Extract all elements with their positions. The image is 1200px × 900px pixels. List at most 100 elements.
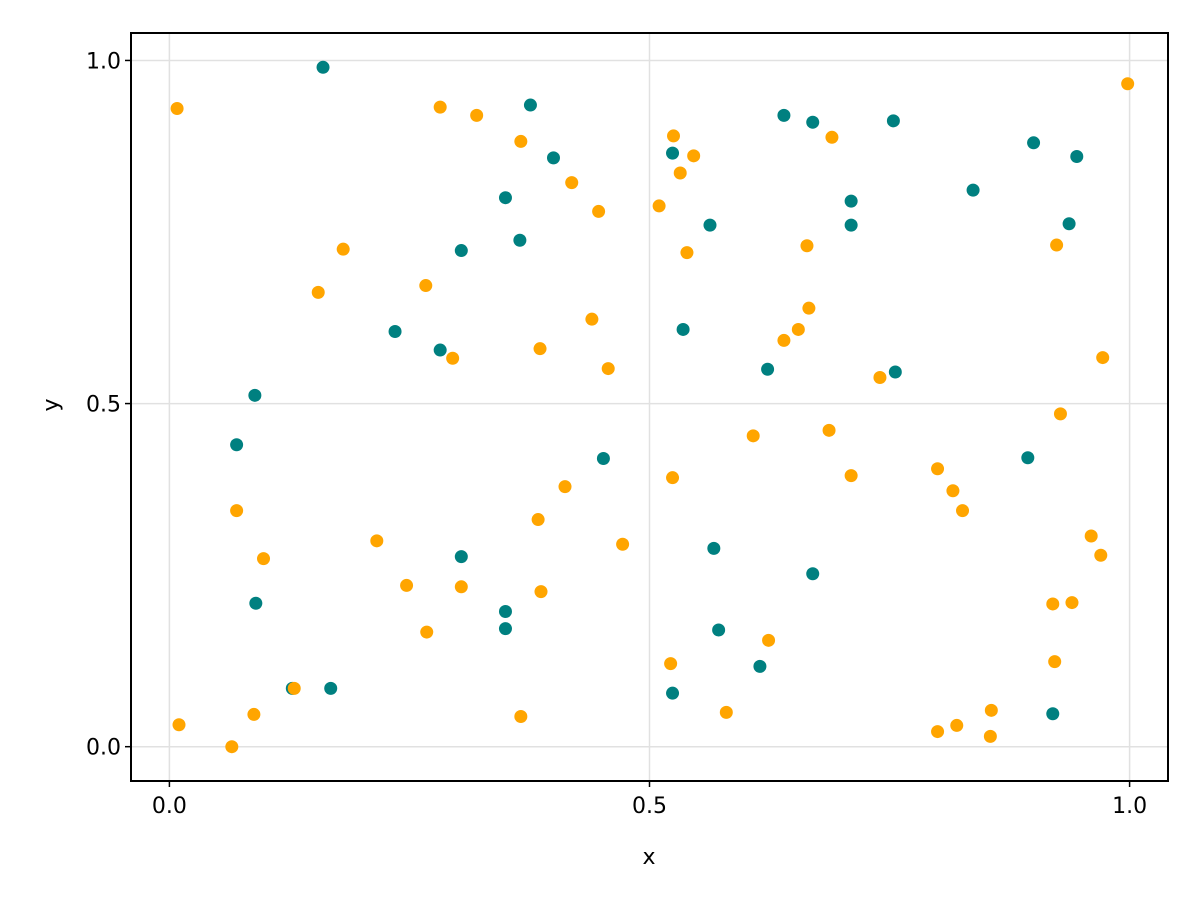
scatter-point <box>667 129 681 143</box>
scatter-point <box>666 686 680 700</box>
scatter-point <box>746 429 760 443</box>
scatter-point <box>498 622 512 636</box>
x-tick-label: 1.0 <box>1112 794 1147 819</box>
scatter-point <box>1050 238 1064 252</box>
scatter-point <box>498 191 512 205</box>
scatter-point <box>172 718 186 732</box>
scatter-point <box>388 325 402 339</box>
scatter-point <box>454 244 468 258</box>
x-tick-label: 0.0 <box>152 794 187 819</box>
scatter-point <box>230 504 244 518</box>
scatter-point <box>806 567 820 581</box>
scatter-point <box>1065 596 1079 610</box>
scatter-point <box>791 322 805 336</box>
scatter-point <box>888 365 902 379</box>
scatter-point <box>248 388 262 402</box>
x-axis-label: x <box>642 845 655 870</box>
scatter-point <box>420 625 434 639</box>
scatter-point <box>336 242 350 256</box>
scatter-point <box>666 146 680 160</box>
scatter-point <box>1053 407 1067 421</box>
scatter-point <box>712 623 726 637</box>
scatter-point <box>446 351 460 365</box>
scatter-point <box>311 285 325 299</box>
y-tick-label: 0.0 <box>86 736 121 761</box>
scatter-point <box>652 199 666 213</box>
scatter-point <box>531 513 545 527</box>
scatter-point <box>454 550 468 564</box>
scatter-point <box>1027 136 1041 150</box>
scatter-point <box>753 659 767 673</box>
scatter-point <box>225 740 239 754</box>
scatter-point <box>287 681 301 695</box>
scatter-point <box>802 301 816 315</box>
scatter-point <box>534 585 548 599</box>
scatter-point <box>419 279 433 293</box>
scatter-point <box>873 370 887 384</box>
x-tick-label: 0.5 <box>632 794 667 819</box>
scatter-point <box>844 469 858 483</box>
scatter-point <box>558 480 572 494</box>
scatter-point <box>249 596 263 610</box>
y-tick-label: 1.0 <box>86 49 121 74</box>
scatter-point <box>1096 351 1110 365</box>
scatter-point <box>719 705 733 719</box>
scatter-point <box>1094 548 1108 562</box>
scatter-point <box>513 233 527 247</box>
grid-lines <box>131 33 1168 781</box>
scatter-point <box>676 322 690 336</box>
scatter-point <box>470 108 484 122</box>
scatter-point <box>498 604 512 618</box>
scatter-point <box>247 707 261 721</box>
scatter-point <box>777 108 791 122</box>
scatter-point <box>777 333 791 347</box>
scatter-point <box>950 718 964 732</box>
scatter-point <box>761 362 775 376</box>
scatter-point <box>370 534 384 548</box>
y-tick-label: 0.5 <box>86 393 121 418</box>
scatter-point <box>433 343 447 357</box>
data-points <box>170 60 1135 754</box>
scatter-point <box>984 703 998 717</box>
scatter-point <box>844 194 858 208</box>
scatter-point <box>822 423 836 437</box>
scatter-point <box>886 114 900 128</box>
scatter-point <box>680 246 694 260</box>
scatter-point <box>514 134 528 148</box>
scatter-point <box>762 633 776 647</box>
scatter-point <box>931 725 945 739</box>
scatter-point <box>1062 217 1076 231</box>
scatter-point <box>1046 707 1060 721</box>
scatter-point <box>565 176 579 190</box>
scatter-point <box>666 471 680 485</box>
scatter-point <box>703 218 717 232</box>
y-axis-label: y <box>39 398 64 411</box>
scatter-point <box>1070 150 1084 164</box>
scatter-point <box>707 541 721 555</box>
scatter-point <box>844 218 858 232</box>
scatter-point <box>454 580 468 594</box>
scatter-point <box>523 98 537 112</box>
scatter-point <box>170 101 184 115</box>
scatter-point <box>400 578 414 592</box>
scatter-point <box>324 681 338 695</box>
scatter-point <box>1084 529 1098 543</box>
scatter-point <box>514 709 528 723</box>
scatter-point <box>806 115 820 129</box>
scatter-point <box>825 130 839 144</box>
scatter-point <box>1021 451 1035 465</box>
scatter-point <box>616 537 630 551</box>
scatter-point <box>230 438 244 452</box>
scatter-point <box>1121 77 1135 91</box>
scatter-point <box>800 239 814 253</box>
scatter-point <box>533 342 547 356</box>
scatter-point <box>257 552 271 566</box>
scatter-point <box>596 451 610 465</box>
scatter-point <box>592 204 606 218</box>
scatter-point <box>601 362 615 376</box>
scatter-point <box>585 312 599 326</box>
scatter-point <box>673 166 687 180</box>
scatter-point <box>983 729 997 743</box>
scatter-point <box>1046 597 1060 611</box>
